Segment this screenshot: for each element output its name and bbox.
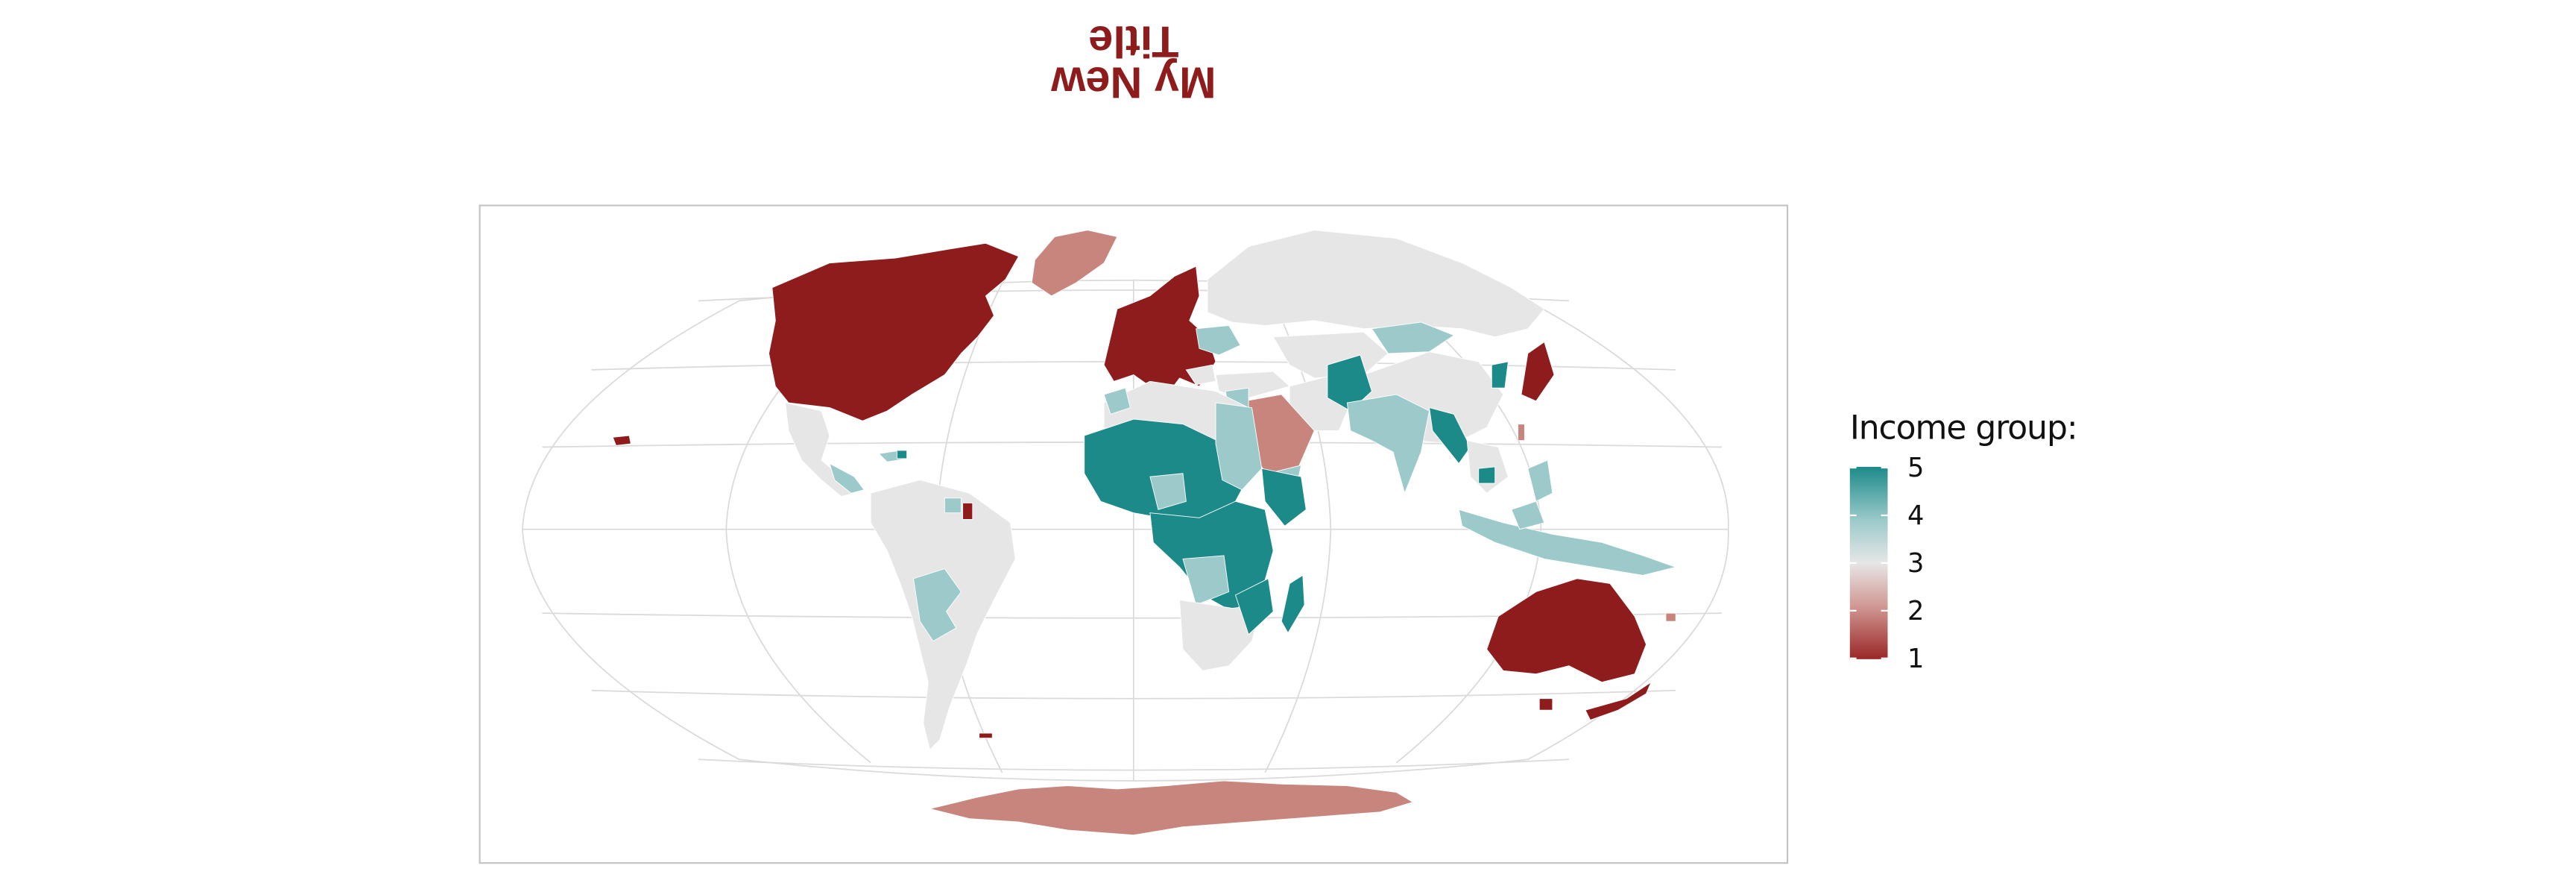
region-egypt-sudan <box>1215 402 1263 491</box>
region-new-zealand <box>1585 681 1652 720</box>
region-indonesia <box>1458 509 1677 576</box>
region-australia <box>1486 578 1647 683</box>
region-mozambique <box>1234 578 1274 635</box>
legend-tick <box>1881 466 1888 469</box>
legend-label-1: 1 <box>1907 642 1925 674</box>
legend-tick <box>1881 657 1888 659</box>
legend-tick <box>1849 562 1857 565</box>
region-falklands <box>979 732 993 739</box>
region-central-america <box>829 462 865 494</box>
region-bolivia <box>912 568 962 642</box>
region-south-asia <box>1346 394 1430 494</box>
region-eastern-europe <box>1196 324 1241 356</box>
legend-tick <box>1881 514 1888 517</box>
region-russia <box>1207 230 1545 338</box>
region-guyana <box>944 497 962 514</box>
legend-tick <box>1849 657 1857 659</box>
legend-tick <box>1881 562 1888 565</box>
region-philippines <box>1527 459 1553 502</box>
region-indochina <box>1466 440 1509 494</box>
region-morocco <box>1103 387 1131 415</box>
region-korea <box>1491 361 1509 389</box>
region-cambodia <box>1478 466 1496 484</box>
region-mongolia <box>1371 321 1455 354</box>
legend-tick <box>1849 609 1857 612</box>
region-myanmar <box>1429 407 1471 465</box>
legend-label-5: 5 <box>1907 452 1925 484</box>
region-greenland <box>1031 230 1118 297</box>
region-nigeria <box>1149 473 1187 510</box>
region-pacific-islands <box>1665 612 1676 622</box>
legend-tick <box>1881 609 1888 612</box>
region-madagascar <box>1281 574 1305 634</box>
region-hawaii <box>612 435 631 446</box>
region-balkans <box>1185 364 1216 386</box>
region-southern-africa <box>1179 599 1263 671</box>
legend-tick <box>1849 514 1857 517</box>
region-angola <box>1182 555 1230 606</box>
legend-title: Income group: <box>1849 407 2078 447</box>
region-usa-canada <box>768 242 1020 421</box>
region-malaysia <box>1511 500 1545 530</box>
region-mexico <box>785 402 855 497</box>
region-antarctica <box>929 780 1414 836</box>
land <box>612 230 1677 836</box>
page-title: My New Title <box>1051 16 1216 107</box>
region-french-guiana <box>962 503 973 520</box>
panel-border <box>479 204 1789 864</box>
graticule-parallel <box>591 689 1676 700</box>
legend-label-2: 2 <box>1907 594 1925 626</box>
region-tasmania <box>1538 698 1553 711</box>
graticule-parallel <box>698 758 1569 771</box>
region-japan <box>1521 341 1555 402</box>
legend-label-4: 4 <box>1907 500 1925 531</box>
legend-tick <box>1849 466 1857 469</box>
region-taiwan <box>1518 424 1525 442</box>
region-haiti <box>896 450 908 459</box>
legend-label-3: 3 <box>1907 547 1925 579</box>
region-western-europe <box>1103 266 1216 392</box>
region-horn <box>1261 468 1307 527</box>
